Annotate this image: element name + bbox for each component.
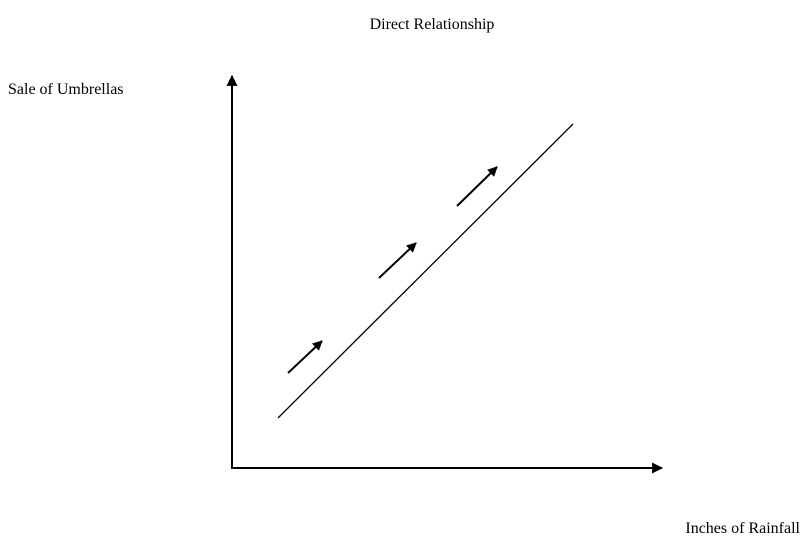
direction-arrow bbox=[378, 242, 417, 279]
direction-arrow bbox=[287, 340, 323, 374]
x-axis-label: Inches of Rainfall bbox=[685, 520, 800, 537]
y-axis-label: Sale of Umbrellas bbox=[8, 81, 124, 98]
title: Direct Relationship bbox=[370, 16, 495, 33]
direction-arrow bbox=[456, 166, 498, 207]
trend-line bbox=[277, 123, 574, 419]
